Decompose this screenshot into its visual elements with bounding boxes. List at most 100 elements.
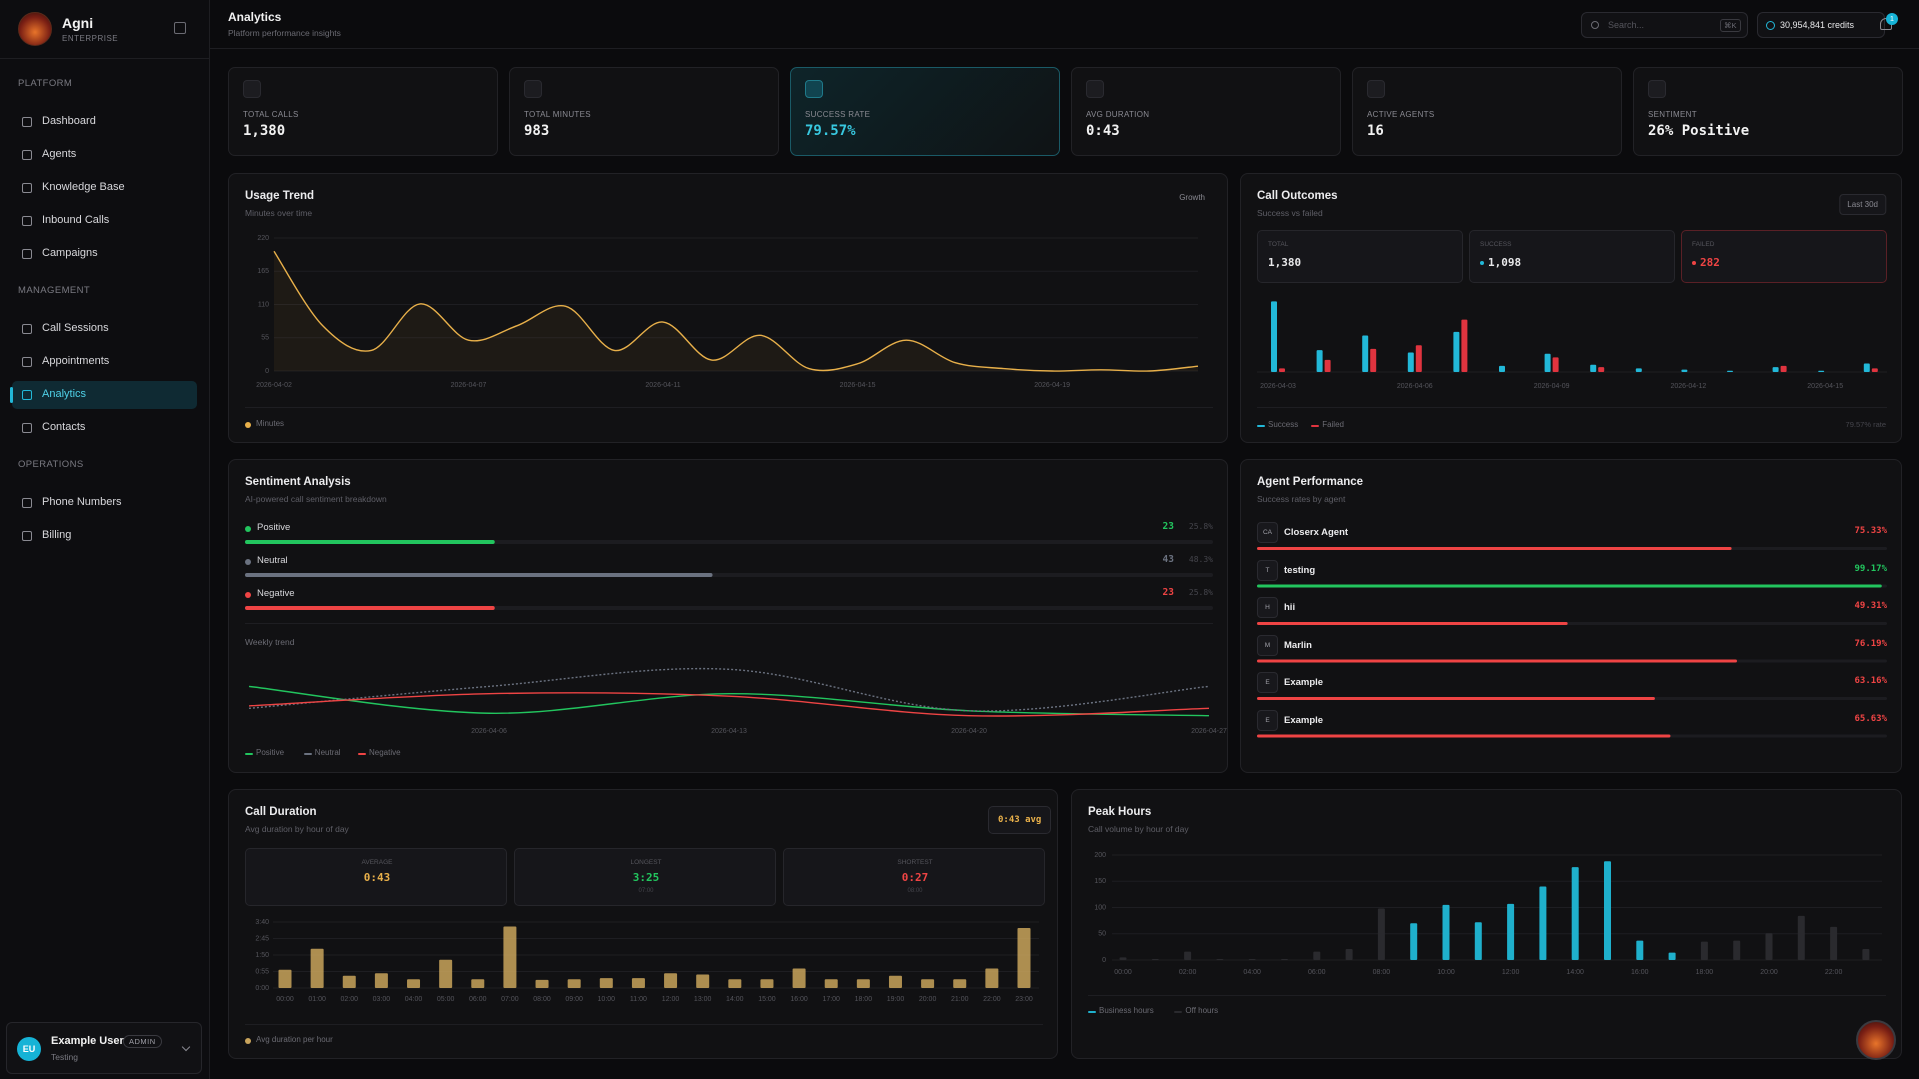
nav-item[interactable]: Campaigns: [12, 240, 197, 268]
nav-icon: [22, 249, 32, 259]
sentiment-percent: 48.3%: [1188, 555, 1213, 564]
bar: [953, 979, 967, 988]
stat-card: SUCCESS RATE 79.57%: [790, 67, 1060, 156]
panel: Call Outcomes Success vs failed 2026-04-03…: [1240, 173, 1902, 443]
panel: Agent Performance Success rates by agent C…: [1240, 459, 1902, 773]
stat-icon: [1648, 80, 1666, 98]
bar: [921, 979, 935, 988]
x-tick-label: 2026-04-27: [1191, 728, 1227, 735]
y-tick-label: 2:45: [255, 935, 269, 942]
bar: [1507, 903, 1515, 960]
nav-icon: [22, 531, 32, 541]
duration-stat-value: 3:25: [632, 871, 660, 884]
line-area: [274, 251, 1198, 372]
x-tick-label: 2026-04-06: [1397, 383, 1433, 390]
collapse-button[interactable]: [174, 22, 186, 34]
duration-stat-label: LONGEST: [630, 859, 662, 866]
y-tick-label: 220: [257, 235, 269, 242]
bar: [535, 979, 549, 988]
nav-label: Billing: [42, 529, 72, 541]
bar: [1151, 958, 1159, 960]
agent-bar: [1257, 659, 1737, 663]
panel: Sentiment Analysis AI-powered call sentim…: [228, 459, 1228, 773]
nav-item[interactable]: Agents: [12, 141, 197, 169]
x-tick-label: 12:00: [1502, 969, 1520, 976]
stat-value: 26% Positive: [1648, 123, 1750, 139]
toggle-button[interactable]: Growth: [1179, 193, 1205, 202]
x-tick-label: 18:00: [855, 996, 873, 1003]
nav-item[interactable]: Phone Numbers: [12, 489, 197, 517]
bar: [1668, 952, 1676, 960]
trend-title: Weekly trend: [245, 637, 295, 647]
stat-label: SUCCESS RATE: [805, 110, 871, 119]
y-tick-label: 0:00: [255, 985, 269, 992]
agent-bar: [1257, 734, 1671, 738]
bar: [1248, 958, 1256, 960]
bar: [1552, 357, 1559, 372]
legend-label: Avg duration per hour: [256, 1035, 333, 1044]
outcome-stat: SUCCESS 1,098: [1469, 230, 1675, 283]
bar: [1604, 861, 1611, 960]
y-tick-label: 0:55: [255, 968, 269, 975]
stat-label: TOTAL CALLS: [243, 110, 299, 119]
stat-card: ACTIVE AGENTS 16: [1352, 67, 1622, 156]
assistant-button[interactable]: [1856, 1020, 1896, 1060]
brand-plan: ENTERPRISE: [62, 34, 119, 43]
x-tick-label: 08:00: [533, 996, 551, 1003]
divider: [1088, 995, 1886, 996]
sentiment-label: Positive: [257, 522, 291, 533]
nav-item[interactable]: Analytics: [10, 381, 197, 409]
bar: [856, 979, 870, 988]
y-tick-label: 150: [1094, 878, 1106, 885]
nav-icon: [22, 150, 32, 160]
bar: [1636, 940, 1644, 960]
bar: [471, 979, 485, 988]
nav-item[interactable]: Appointments: [12, 348, 197, 376]
line: [248, 692, 1210, 717]
bar: [1863, 363, 1870, 372]
nav-item[interactable]: Dashboard: [12, 108, 197, 136]
stat-icon: [805, 80, 823, 98]
panel-title: Call Outcomes: [1257, 190, 1338, 202]
agent-name: hii: [1284, 602, 1296, 613]
nav-item[interactable]: Knowledge Base: [12, 174, 197, 202]
x-tick-label: 20:00: [1760, 969, 1778, 976]
bar: [1313, 951, 1321, 960]
legend-swatch: [245, 422, 251, 428]
x-tick-label: 2026-04-15: [840, 382, 876, 389]
credits-text: 30,954,841 credits: [1780, 20, 1855, 30]
chart-canvas: [1257, 547, 1887, 738]
bar: [1598, 367, 1605, 372]
range-button[interactable]: Last 30d: [1839, 194, 1886, 215]
page-title: Analytics: [228, 10, 282, 24]
bar: [1780, 365, 1787, 372]
nav-item[interactable]: Inbound Calls: [12, 207, 197, 235]
nav-item[interactable]: Call Sessions: [12, 315, 197, 343]
duration-stat-label: AVERAGE: [361, 859, 393, 866]
x-tick-label: 06:00: [469, 996, 487, 1003]
nav-section-title: PLATFORM: [18, 78, 73, 89]
bar: [567, 979, 581, 988]
nav-icon: [22, 117, 32, 127]
duration-stat-label: SHORTEST: [897, 859, 933, 866]
y-tick-label: 100: [1094, 904, 1106, 911]
x-tick-label: 18:00: [1696, 969, 1714, 976]
nav-label: Knowledge Base: [42, 181, 125, 193]
nav-item[interactable]: Billing: [12, 522, 197, 550]
agent-bar: [1257, 547, 1732, 550]
user-card[interactable]: EU Example User ADMIN Testing: [6, 1022, 202, 1074]
legend-label: Success: [1268, 420, 1299, 429]
search-box[interactable]: Search... ⌘K: [1581, 12, 1748, 38]
sentiment-label: Negative: [257, 588, 295, 599]
chart-canvas: 0 55 110 165 220 2026-04-02 2026-04-07 2026-04-…: [256, 235, 1199, 389]
outcome-stat-value: 1,098: [1488, 256, 1522, 269]
panel: Peak Hours Call volume by hour of day 0 50 1…: [1071, 789, 1902, 1059]
user-menu-chevron: [181, 1042, 191, 1052]
x-tick-label: 2026-04-12: [1670, 383, 1706, 390]
divider: [245, 623, 1213, 624]
panel-subtitle: Call volume by hour of day: [1088, 824, 1189, 834]
nav-item[interactable]: Contacts: [12, 414, 197, 442]
bar: [1635, 368, 1642, 372]
x-tick-label: 2026-04-02: [256, 382, 292, 389]
bar: [1377, 908, 1385, 960]
